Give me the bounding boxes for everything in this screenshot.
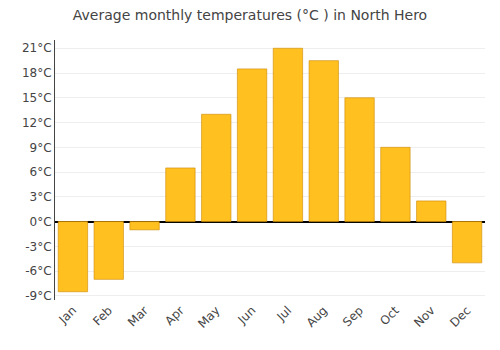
svg-text:Average monthly temperatures (: Average monthly temperatures (°C ) in No…	[73, 7, 427, 23]
svg-text:Oct: Oct	[377, 303, 402, 328]
svg-text:Jul: Jul	[273, 303, 294, 324]
svg-text:Feb: Feb	[90, 303, 115, 328]
svg-text:18°C: 18°C	[22, 66, 52, 80]
svg-text:Apr: Apr	[162, 303, 187, 328]
svg-text:6°C: 6°C	[30, 165, 52, 179]
svg-text:Dec: Dec	[447, 303, 473, 329]
svg-text:-9°C: -9°C	[25, 289, 51, 303]
svg-text:15°C: 15°C	[22, 91, 52, 105]
svg-text:Jan: Jan	[56, 303, 80, 327]
svg-text:Nov: Nov	[411, 303, 437, 329]
svg-text:Aug: Aug	[304, 303, 330, 329]
svg-text:Mar: Mar	[125, 303, 151, 329]
svg-text:12°C: 12°C	[22, 116, 52, 130]
svg-text:9°C: 9°C	[30, 141, 52, 155]
svg-text:3°C: 3°C	[30, 190, 52, 204]
svg-text:-3°C: -3°C	[25, 240, 51, 254]
svg-text:-6°C: -6°C	[25, 264, 51, 278]
svg-text:0°C: 0°C	[30, 215, 52, 229]
svg-text:May: May	[195, 303, 222, 330]
svg-text:Jun: Jun	[235, 303, 259, 327]
svg-text:Sep: Sep	[340, 303, 366, 329]
svg-text:21°C: 21°C	[22, 41, 52, 55]
